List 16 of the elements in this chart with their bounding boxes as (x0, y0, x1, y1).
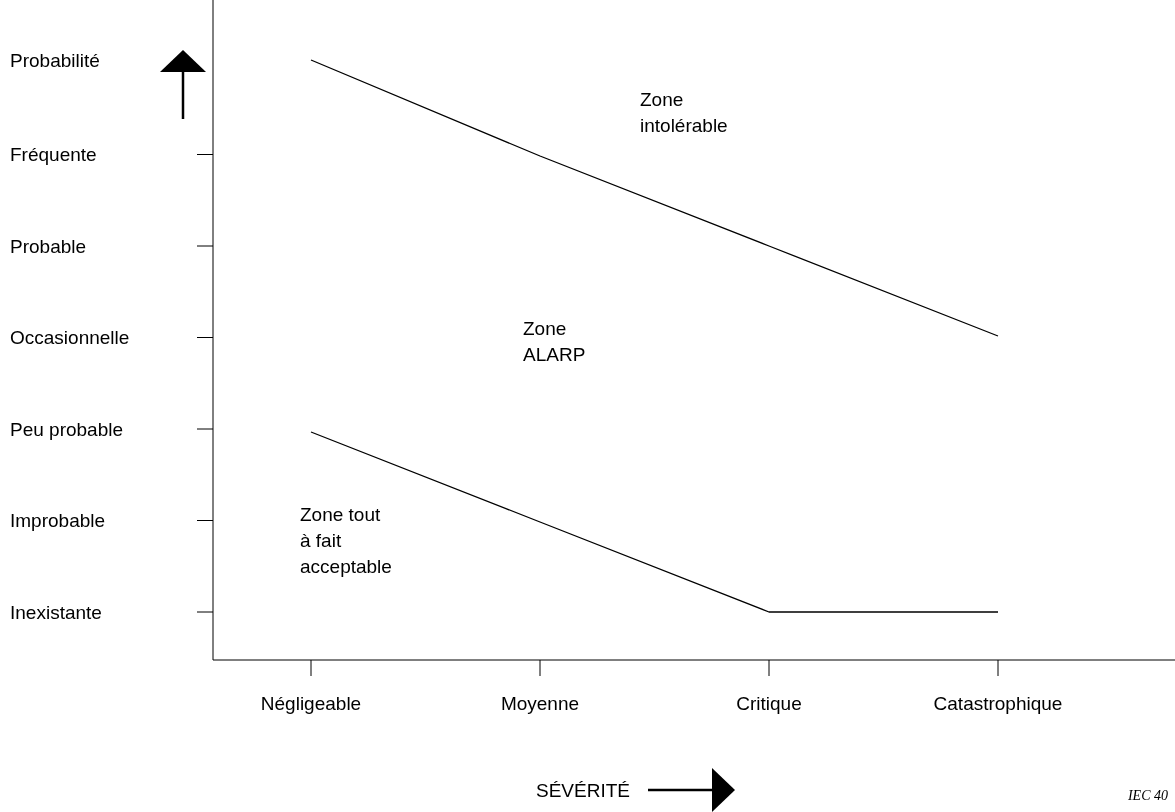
text: Fréquente (10, 144, 97, 166)
text: Occasionnelle (10, 327, 130, 349)
text: Inexistante (10, 601, 102, 623)
annotation: Zone ALARP (523, 318, 586, 365)
annotation: Zone intolérable (640, 89, 728, 136)
text: Probabilité (10, 49, 100, 71)
text: Peu probable (10, 418, 124, 440)
text: Probable (10, 235, 87, 257)
x-tick-label: Négligeable (260, 693, 362, 714)
text: IEC 40 (1126, 788, 1168, 803)
annotation: Zone tout à fait acceptable (300, 504, 392, 577)
x-tick-label: Critique (736, 693, 802, 714)
x-tick-label: Catastrophique (933, 693, 1063, 714)
text: Improbable (10, 510, 106, 532)
x-axis-title: SÉVÉRITÉ (536, 780, 630, 801)
x-tick-label: Moyenne (500, 693, 580, 714)
